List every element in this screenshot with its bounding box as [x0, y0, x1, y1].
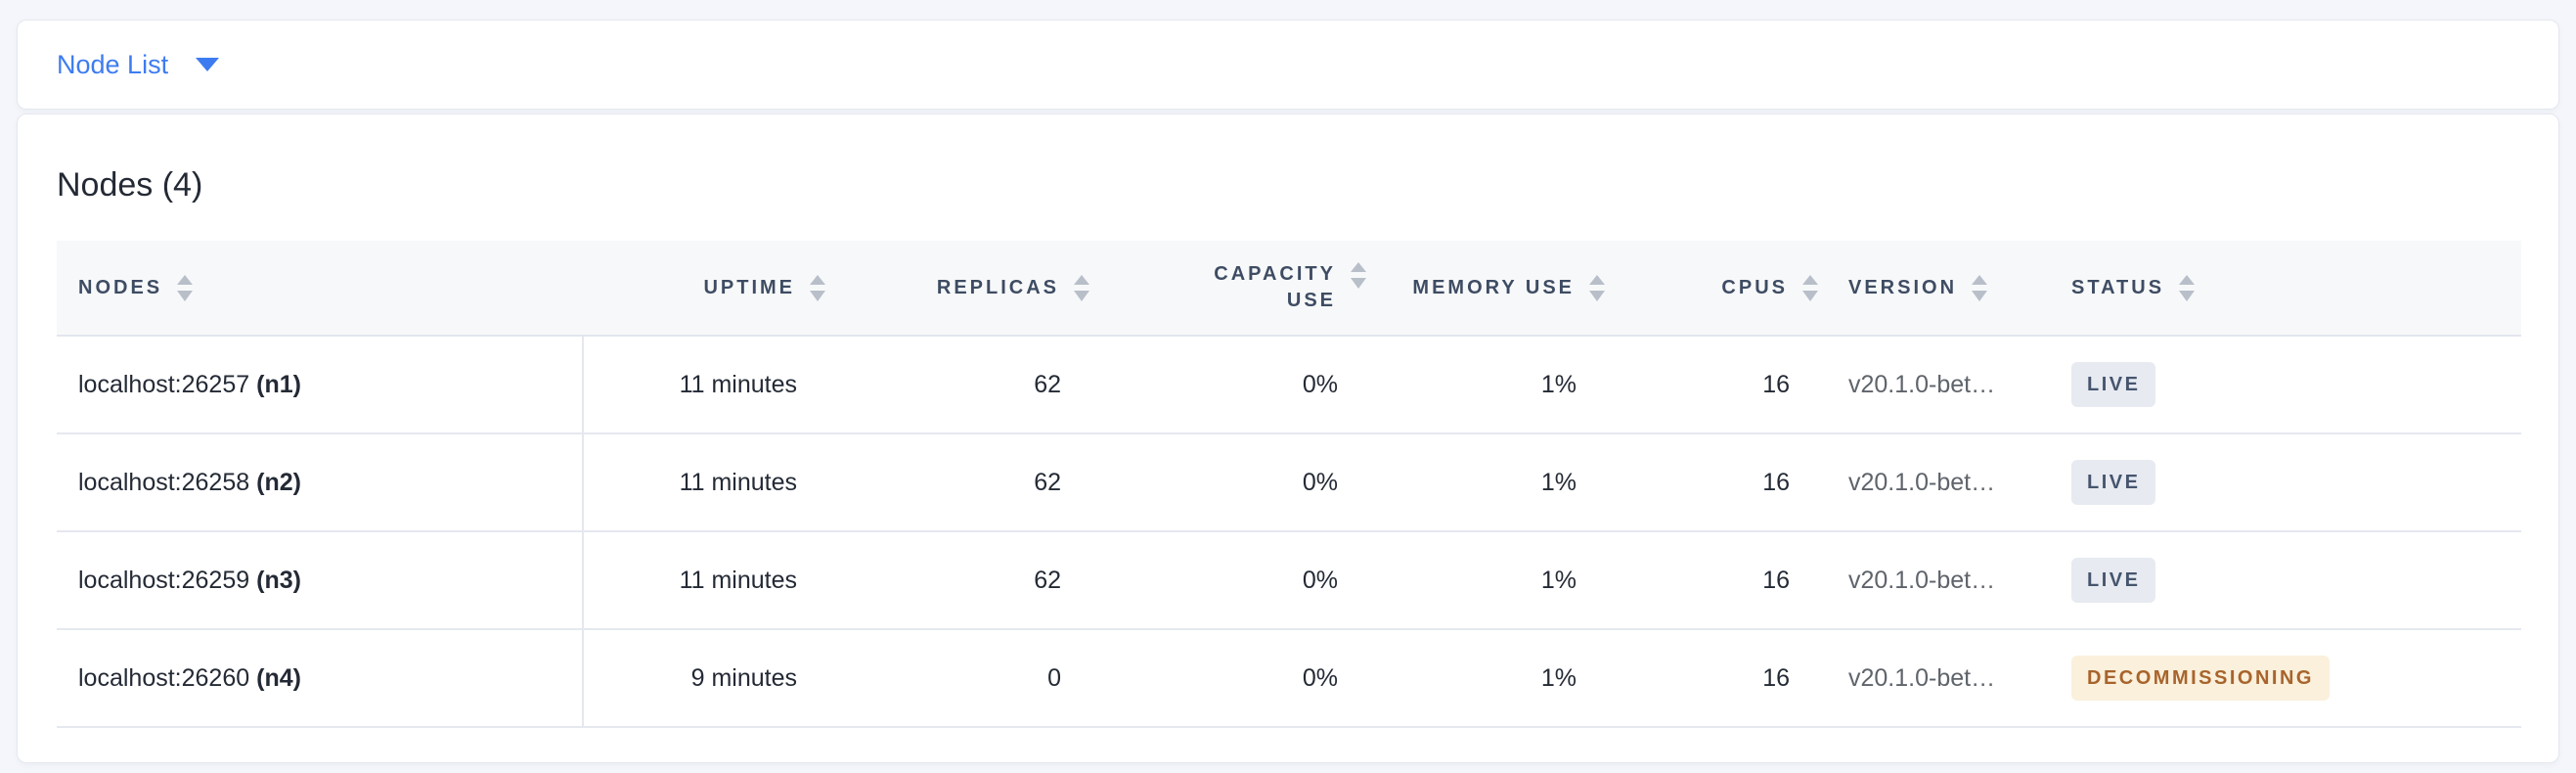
cell-cpus: 16	[1762, 370, 1790, 398]
status-badge: DECOMMISSIONING	[2071, 656, 2330, 701]
cell-uptime: 11 minutes	[679, 566, 797, 594]
sort-arrows-icon	[1351, 261, 1366, 289]
cell-status: LIVE	[2050, 460, 2521, 505]
column-header-version[interactable]: VERSION	[1827, 241, 2050, 335]
cell-memory: 1%	[1540, 468, 1577, 496]
cell-replicas: 62	[1034, 468, 1061, 496]
status-badge: LIVE	[2071, 558, 2156, 603]
cell-uptime: 9 minutes	[690, 663, 797, 692]
node-id: (n1)	[256, 370, 301, 398]
column-label-cpus: CPUS	[1721, 276, 1788, 298]
node-address: localhost:26259	[78, 566, 250, 594]
column-label-nodes: NODES	[78, 276, 163, 298]
cell-nodes: localhost:26258 (n2)	[57, 434, 584, 530]
cell-nodes: localhost:26260 (n4)	[57, 630, 584, 726]
view-dropdown-label: Node List	[57, 49, 169, 79]
cell-capacity: 0%	[1302, 663, 1338, 692]
nodes-card: Nodes (4) NODES UPTIME REPLICAS CAPACITY US…	[17, 114, 2559, 763]
node-address: localhost:26257	[78, 370, 250, 398]
column-header-uptime[interactable]: UPTIME	[584, 241, 834, 335]
table-row[interactable]: localhost:26257 (n1) 11 minutes 62 0% 1% 16 v20…	[57, 337, 2521, 434]
cell-uptime: 11 minutes	[679, 370, 797, 398]
status-badge: LIVE	[2071, 362, 2156, 407]
view-selector-card: Node List	[17, 20, 2559, 110]
cell-memory: 1%	[1540, 566, 1577, 594]
column-header-memory[interactable]: MEMORY USE	[1375, 241, 1614, 335]
cell-capacity: 0%	[1302, 566, 1338, 594]
sort-arrows-icon	[2179, 274, 2196, 301]
cell-replicas: 62	[1034, 370, 1061, 398]
sort-arrows-icon	[1074, 274, 1089, 301]
table-row[interactable]: localhost:26258 (n2) 11 minutes 62 0% 1% 16 v20…	[57, 434, 2521, 532]
page-title: Nodes (4)	[57, 166, 203, 204]
cell-status: DECOMMISSIONING	[2050, 656, 2521, 701]
cell-capacity: 0%	[1302, 468, 1338, 496]
cell-status: LIVE	[2050, 558, 2521, 603]
column-label-memory: MEMORY USE	[1412, 276, 1575, 298]
table-row[interactable]: localhost:26260 (n4) 9 minutes 0 0% 1% 16 v20.1…	[57, 630, 2521, 728]
column-label-replicas: REPLICAS	[936, 276, 1059, 298]
column-label-capacity: CAPACITY USE	[1214, 263, 1336, 311]
cell-version: v20.1.0-bet…	[1848, 663, 1996, 692]
sort-arrows-icon	[810, 274, 825, 301]
cell-version: v20.1.0-bet…	[1848, 566, 1996, 594]
cell-memory: 1%	[1540, 663, 1577, 692]
sort-arrows-icon	[177, 274, 194, 301]
column-header-replicas[interactable]: REPLICAS	[834, 241, 1098, 335]
sort-arrows-icon	[1802, 274, 1818, 301]
view-dropdown[interactable]: Node List	[57, 49, 220, 80]
cell-capacity: 0%	[1302, 370, 1338, 398]
cell-version: v20.1.0-bet…	[1848, 468, 1996, 496]
column-header-nodes[interactable]: NODES	[57, 241, 584, 335]
node-id: (n2)	[256, 468, 301, 496]
cell-replicas: 62	[1034, 566, 1061, 594]
cell-version: v20.1.0-bet…	[1848, 370, 1996, 398]
column-label-version: VERSION	[1848, 276, 1958, 298]
sort-arrows-icon	[1972, 274, 1988, 301]
cell-nodes: localhost:26259 (n3)	[57, 532, 584, 628]
table-header-row: NODES UPTIME REPLICAS CAPACITY USE MEMORY US…	[57, 241, 2521, 337]
node-address: localhost:26258	[78, 468, 250, 496]
cell-replicas: 0	[1047, 663, 1061, 692]
chevron-down-icon	[196, 57, 220, 71]
cell-cpus: 16	[1762, 566, 1790, 594]
column-header-status[interactable]: STATUS	[2050, 241, 2521, 335]
table-body: localhost:26257 (n1) 11 minutes 62 0% 1% 16 v20…	[57, 337, 2521, 728]
cell-nodes: localhost:26257 (n1)	[57, 337, 584, 432]
cell-status: LIVE	[2050, 362, 2521, 407]
column-label-status: STATUS	[2071, 276, 2165, 298]
nodes-table: NODES UPTIME REPLICAS CAPACITY USE MEMORY US…	[57, 241, 2521, 728]
status-badge: LIVE	[2071, 460, 2156, 505]
node-id: (n4)	[256, 663, 301, 692]
column-header-cpus[interactable]: CPUS	[1614, 241, 1827, 335]
cell-uptime: 11 minutes	[679, 468, 797, 496]
node-id: (n3)	[256, 566, 301, 594]
node-address: localhost:26260	[78, 663, 250, 692]
column-header-capacity[interactable]: CAPACITY USE	[1098, 241, 1375, 335]
cell-memory: 1%	[1540, 370, 1577, 398]
cell-cpus: 16	[1762, 663, 1790, 692]
sort-arrows-icon	[1589, 274, 1605, 301]
column-label-uptime: UPTIME	[703, 276, 795, 298]
cell-cpus: 16	[1762, 468, 1790, 496]
table-row[interactable]: localhost:26259 (n3) 11 minutes 62 0% 1% 16 v20…	[57, 532, 2521, 630]
